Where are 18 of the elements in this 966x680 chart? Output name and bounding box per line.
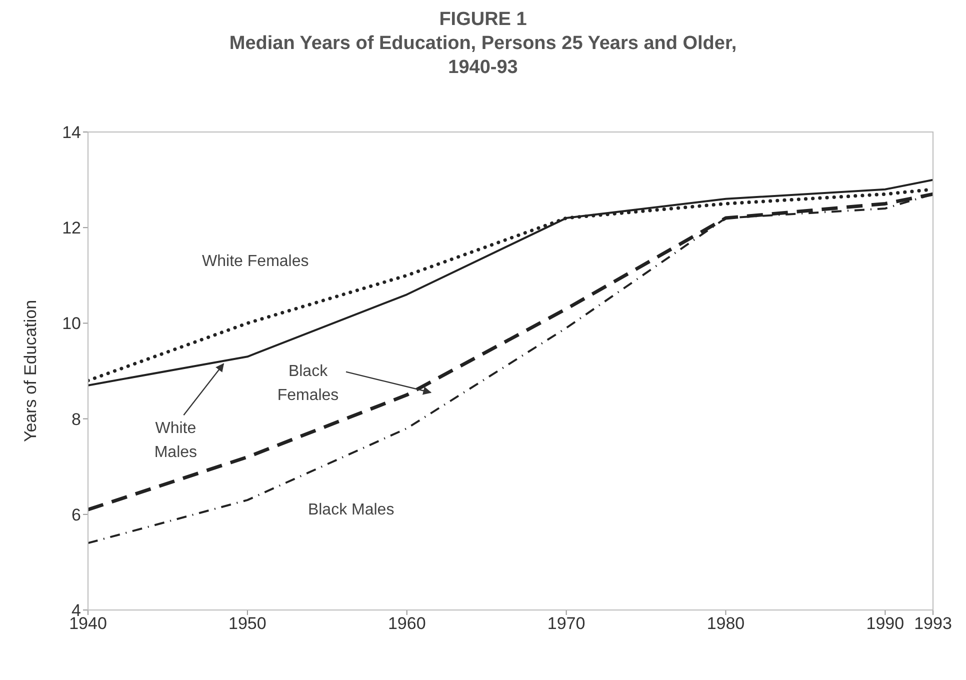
x-tick-label: 1970 <box>547 614 586 634</box>
series-label: Black Males <box>308 501 394 518</box>
chart-subtitle: Median Years of Education, Persons 25 Years and Older, 1940-93 <box>228 32 738 80</box>
chart-title: FIGURE 1 <box>438 8 528 32</box>
y-axis-title: Years of Education <box>21 300 40 442</box>
text: White Males <box>154 420 198 462</box>
y-tick-label: 10 <box>62 314 81 334</box>
x-tick-label: 1950 <box>228 614 266 634</box>
y-tick-label: 6 <box>72 505 81 524</box>
text: White Females <box>202 252 309 270</box>
x-tick-label: 1993 <box>914 614 952 634</box>
series-label: Black Females <box>277 362 339 404</box>
x-tick-label: 1980 <box>706 614 745 634</box>
x-tick-label: 1990 <box>866 614 904 634</box>
y-tick-label: 12 <box>62 218 81 238</box>
x-tick-label: 1960 <box>388 614 426 634</box>
y-tick-label: 14 <box>62 123 81 142</box>
y-tick-label: 8 <box>72 410 81 429</box>
